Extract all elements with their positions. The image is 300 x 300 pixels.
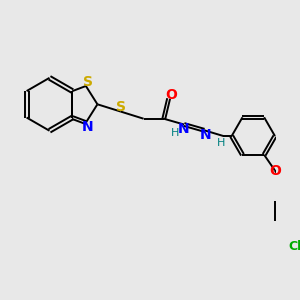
Text: H: H [217,138,225,148]
Text: S: S [116,100,127,114]
Text: N: N [82,120,93,134]
Text: O: O [165,88,177,102]
Text: N: N [200,128,211,142]
Text: S: S [83,75,93,89]
Text: N: N [177,122,189,136]
Text: H: H [171,128,180,138]
Text: Cl: Cl [288,240,300,253]
Text: O: O [269,164,281,178]
